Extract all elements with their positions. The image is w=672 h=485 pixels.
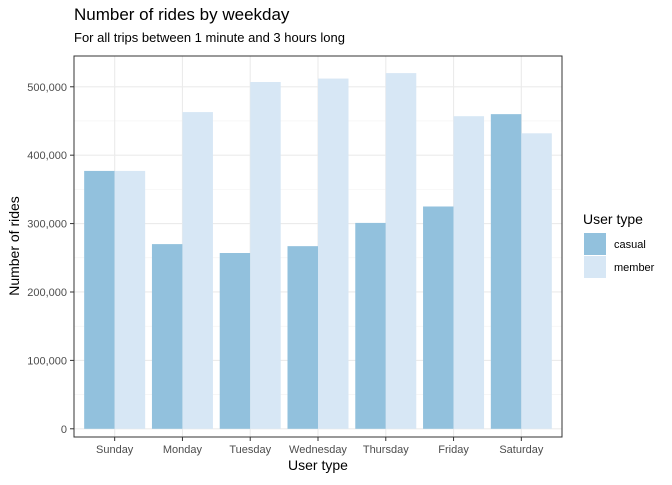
y-tick-label: 200,000 [27,287,67,299]
bar-member-sunday [114,170,146,429]
y-tick-label: 0 [61,424,67,436]
bar-member-wednesday [318,78,349,429]
x-tick-label: Wednesday [289,444,347,456]
y-tick-label: 300,000 [27,219,67,231]
bar-casual-friday [423,206,454,429]
x-tick-label: Thursday [363,444,409,456]
x-tick-label: Friday [438,444,469,456]
plot-area: 0 100,000 200,000 300,000 400,000 500,000 Sund… [27,55,563,456]
x-axis-label: User type [288,457,348,473]
y-tick-label: 500,000 [27,82,67,94]
bar-casual-monday [151,244,183,429]
legend-label-casual: casual [614,239,646,251]
bar-member-tuesday [250,81,281,429]
legend-title: User type [583,211,643,227]
chart-subtitle: For all trips between 1 minute and 3 hou… [74,30,345,45]
x-tick-label: Monday [163,444,203,456]
x-tick-label: Saturday [499,444,544,456]
bar-casual-saturday [490,114,522,429]
bar-casual-sunday [84,170,115,429]
legend-key-member [584,256,606,278]
x-tick-label: Tuesday [229,444,271,456]
bar-casual-wednesday [287,246,318,429]
bar-member-friday [453,116,485,429]
bar-member-thursday [385,73,417,429]
legend-label-member: member [614,262,655,274]
y-axis-label: Number of rides [6,196,22,296]
legend-key-casual [584,233,606,255]
x-tick-label: Sunday [96,444,134,456]
chart-title: Number of rides by weekday [74,5,290,24]
bar-casual-tuesday [219,252,251,429]
bar-member-monday [182,112,213,429]
legend: User type casual member [583,211,655,278]
y-tick-label: 100,000 [27,355,67,367]
bar-casual-thursday [355,222,386,429]
y-tick-label: 400,000 [27,150,67,162]
bar-member-saturday [521,133,552,429]
